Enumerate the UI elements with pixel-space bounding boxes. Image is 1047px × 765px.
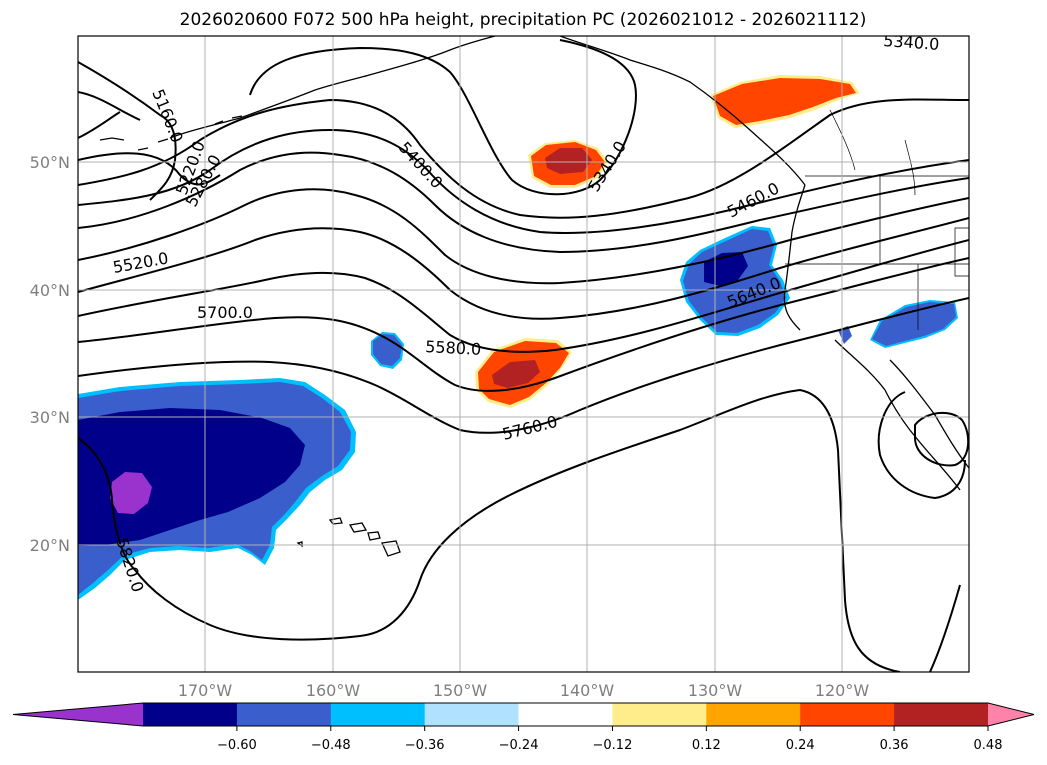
- longitude-labels: 170°W 160°W 150°W 140°W 130°W 120°W: [178, 681, 870, 700]
- lon-label-140w: 140°W: [560, 681, 615, 700]
- figure-title: 2026020600 F072 500 hPa height, precipit…: [180, 10, 867, 30]
- colorbar-extend-low: [13, 703, 143, 726]
- contour-line: [78, 388, 961, 672]
- gridlines: [78, 36, 969, 672]
- alaska-coast: [169, 36, 496, 139]
- aleutian-islands: [99, 115, 243, 151]
- contour-label-5580: 5580.0: [425, 337, 482, 359]
- contour-line: [78, 98, 969, 219]
- contour-line: [877, 391, 966, 500]
- map-frame: [77, 35, 970, 673]
- colorbar-tick-label: 0.24: [786, 738, 815, 753]
- purple-region-southwest: [110, 472, 152, 514]
- contour-line: [78, 239, 969, 353]
- political-borders: [785, 109, 969, 330]
- contour-line: [78, 151, 969, 254]
- contour-line: [249, 39, 637, 196]
- alaska-panhandle: [559, 36, 806, 186]
- colorbar-tick-label: −0.24: [499, 738, 539, 753]
- contour-line: [78, 217, 969, 320]
- mexico-coast: [889, 359, 969, 469]
- red-region-gulf-alaska-core: [545, 148, 592, 174]
- colorbar-tick-label: 0.36: [880, 738, 909, 753]
- lon-label-130w: 130°W: [688, 681, 743, 700]
- lon-label-160w: 160°W: [306, 681, 361, 700]
- contour-label-5340-top: 5340.0: [883, 31, 940, 54]
- colorbar-tick-label: −0.60: [217, 738, 257, 753]
- colorbar-bin: [706, 703, 801, 726]
- blue-region-small-central-fill: [373, 334, 402, 366]
- colorbar-extend-high: [988, 703, 1034, 726]
- inland-borders: [829, 109, 916, 196]
- colorbar-tick-label: 0.48: [974, 738, 1003, 753]
- contour-line: [78, 257, 969, 392]
- lon-label-120w: 120°W: [815, 681, 870, 700]
- lat-label-30n: 30°N: [30, 408, 70, 427]
- colorbar-tick-label: −0.36: [405, 738, 445, 753]
- contour-line: [78, 297, 969, 434]
- state-borders: [785, 176, 969, 330]
- lon-label-170w: 170°W: [178, 681, 233, 700]
- contour-line: [78, 91, 141, 121]
- contour-line: [78, 111, 221, 186]
- colorbar-tick-label: −0.48: [311, 738, 351, 753]
- hawaii-islands: [296, 517, 401, 557]
- lon-label-150w: 150°W: [433, 681, 488, 700]
- colorbar-tick-label: −0.12: [593, 738, 633, 753]
- colorbar-bin: [612, 703, 707, 726]
- lat-label-40n: 40°N: [30, 281, 70, 300]
- colorbar-bin: [236, 703, 332, 726]
- colorbar-tick-label: 0.12: [692, 738, 721, 753]
- lat-label-50n: 50°N: [30, 153, 70, 172]
- map-content: 5160.0 5220.0 5280.0 5340.0 5340.0 5400.…: [78, 31, 969, 672]
- colorbar: −0.60 −0.48 −0.36 −0.24 −0.12 0.12 0.24 0.36 0.4…: [12, 702, 1035, 753]
- blue-region-mexico-fill: [872, 302, 956, 346]
- latitude-labels: 50°N 40°N 30°N 20°N: [30, 153, 70, 555]
- colorbar-bin: [800, 703, 895, 726]
- bc-coast: [783, 184, 806, 331]
- contour-line: [78, 61, 177, 201]
- colorbar-bin: [143, 703, 238, 726]
- red-region-central-core: [492, 360, 540, 388]
- contour-line: [78, 188, 969, 285]
- colorbar-bin: [330, 703, 426, 726]
- contour-label-5700: 5700.0: [197, 303, 253, 322]
- colorbar-outline: [12, 702, 1035, 727]
- orange-region-bc-coast-fill: [713, 78, 856, 125]
- height-contours: [78, 39, 969, 672]
- lat-label-20n: 20°N: [30, 536, 70, 555]
- contour-line: [914, 411, 969, 467]
- colorbar-bin: [894, 703, 989, 726]
- colorbar-bin: [518, 703, 613, 726]
- contour-line: [78, 128, 969, 234]
- colorbar-bin: [424, 703, 520, 726]
